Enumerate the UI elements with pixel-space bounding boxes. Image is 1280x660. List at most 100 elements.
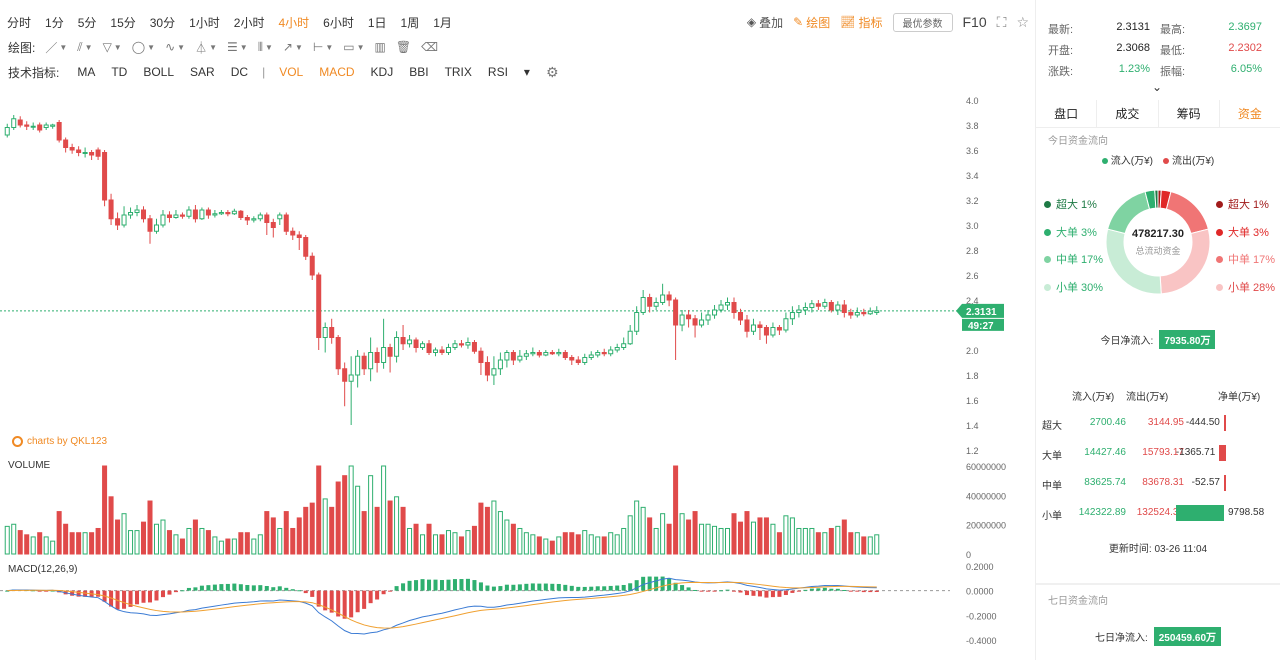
volume-bar [199, 527, 205, 555]
indicator-sar[interactable]: SAR [190, 65, 215, 79]
macd-bar [342, 590, 347, 619]
star-icon[interactable]: ☆ [1016, 13, 1029, 30]
today-flow-title: 今日资金流向 [1048, 136, 1108, 147]
period-1[interactable]: 1分 [45, 15, 64, 30]
indicator-boll[interactable]: BOLL [143, 65, 175, 79]
candle [582, 353, 588, 365]
draw-tool-1[interactable]: ⫽ ▼ [77, 40, 92, 55]
macd-bar [70, 590, 75, 596]
indicator-bbi[interactable]: BBI [409, 65, 429, 79]
fullscreen-icon[interactable]: ⛶ [996, 13, 1007, 30]
candle [705, 310, 711, 325]
side-tab-2[interactable]: 筹码 [1159, 100, 1220, 127]
indicator-td[interactable]: TD [111, 65, 128, 79]
draw-tool-12[interactable]: 🗑︎ [396, 40, 411, 54]
side-tab-1[interactable]: 成交 [1097, 100, 1159, 127]
f10-button[interactable]: F10 [962, 14, 987, 30]
volume-bar [445, 530, 452, 555]
period-6[interactable]: 2小时 [233, 15, 265, 30]
macd-bar [809, 588, 814, 591]
outflow-dot-icon [1216, 283, 1223, 291]
candle [89, 150, 95, 160]
volume-axis-label: 20000000 [966, 521, 1006, 531]
volume-bar [303, 506, 309, 555]
indicator-macd[interactable]: MACD [319, 65, 355, 79]
period-5[interactable]: 1小时 [189, 15, 220, 30]
macd-bar [420, 579, 425, 591]
indicator-vol[interactable]: VOL [279, 65, 304, 79]
inflow-dot-icon [1044, 200, 1051, 208]
volume-bar [296, 517, 302, 555]
flow-row-net: -444.50 [1185, 417, 1220, 428]
indicator-rsi[interactable]: RSI [487, 65, 508, 79]
macd-bar [790, 590, 795, 593]
draw-tool-11[interactable]: ▥ [375, 40, 386, 54]
period-8[interactable]: 6小时 [323, 15, 354, 30]
macd-bar [647, 576, 652, 591]
period-9[interactable]: 1日 [367, 15, 387, 30]
chevron-down-icon[interactable]: ⌄ [1152, 80, 1163, 94]
volume-bar [387, 500, 393, 555]
volume-bar [660, 513, 666, 555]
indicator-button[interactable]: 📈︎ 指标 [840, 15, 883, 30]
period-7[interactable]: 4小时 [278, 15, 310, 30]
draw-tool-6[interactable]: ☰ ▼ [227, 40, 248, 54]
price-axis-label: 1.6 [966, 396, 979, 406]
total-fund-label: 总流动资金 [1135, 246, 1181, 256]
volume-bar [128, 530, 134, 555]
draw-tool-4[interactable]: ∿ ▼ [165, 40, 185, 54]
period-2[interactable]: 5分 [77, 15, 97, 30]
line-tool-icon: ／ [45, 40, 58, 55]
indicator-kdj[interactable]: KDJ [370, 65, 394, 79]
period-3[interactable]: 15分 [110, 15, 136, 30]
indicator-ma[interactable]: MA [77, 65, 96, 79]
candle [686, 310, 692, 328]
overlay-button[interactable]: ◈ 叠加 [746, 15, 784, 30]
candle [458, 340, 464, 348]
macd-bar [680, 585, 685, 591]
volume-bar [536, 536, 542, 555]
volume-bar [251, 538, 257, 555]
best-params-button[interactable]: 最优参数 [892, 12, 953, 32]
more-indicators-icon[interactable]: ▾ [523, 65, 530, 79]
macd-bar [777, 590, 782, 597]
donut-center: 478217.30 总流动资金 [1122, 228, 1194, 257]
draw-tool-5[interactable]: ⏃ ▼ [195, 39, 217, 56]
caret-down-icon: ▼ [294, 42, 303, 52]
draw-tool-7[interactable]: ⦀ ▼ [258, 40, 273, 55]
gear-icon[interactable]: ⚙ [545, 63, 559, 80]
macd-bar [576, 586, 581, 591]
period-10[interactable]: 1周 [400, 15, 420, 30]
volume-bar [523, 532, 529, 555]
macd-bar [394, 586, 399, 591]
period-0[interactable]: 分时 [7, 15, 32, 30]
draw-tool-2[interactable]: ▽ ▼ [103, 40, 122, 54]
draw-tool-0[interactable]: ／ ▼ [45, 39, 67, 56]
candle [394, 331, 400, 363]
draw-tool-9[interactable]: ⊢ ▼ [313, 40, 333, 54]
side-tab-0[interactable]: 盘口 [1036, 100, 1098, 127]
flow-row-label: 大单 [1042, 451, 1062, 462]
candle [497, 352, 503, 375]
period-11[interactable]: 1月 [433, 15, 452, 30]
macd-bar [615, 585, 620, 591]
draw-tool-8[interactable]: ↗ ▼ [283, 40, 303, 54]
indicator-trix[interactable]: TRIX [444, 65, 472, 79]
volume-bar [653, 527, 659, 555]
draw-tool-13[interactable]: ⌫ [421, 40, 438, 54]
flow-row-out: 132524.31 [1136, 507, 1184, 518]
macd-bar [452, 579, 457, 591]
macd-bar [738, 590, 743, 593]
draw-tool-3[interactable]: ◯ ▼ [132, 40, 155, 54]
volume-bar [374, 506, 380, 555]
period-bar: 分时 1分 5分 15分 30分 1小时 2小时 4小时 6小时 1日 1周 1月 [0, 10, 459, 34]
draw-tool-10[interactable]: ▭ ▼ [343, 40, 364, 54]
change-value: 1.23% [1118, 63, 1150, 75]
draw-button[interactable]: ✎ 绘图 [793, 15, 831, 30]
period-4[interactable]: 30分 [149, 15, 176, 30]
volume-bar [290, 527, 296, 555]
side-tab-3[interactable]: 资金 [1237, 107, 1262, 121]
macd-bar [537, 583, 542, 591]
indicator-dc[interactable]: DC [230, 65, 249, 79]
candlestick-chart[interactable]: 4.03.83.63.43.23.02.82.62.42.22.01.81.61… [0, 88, 1036, 660]
